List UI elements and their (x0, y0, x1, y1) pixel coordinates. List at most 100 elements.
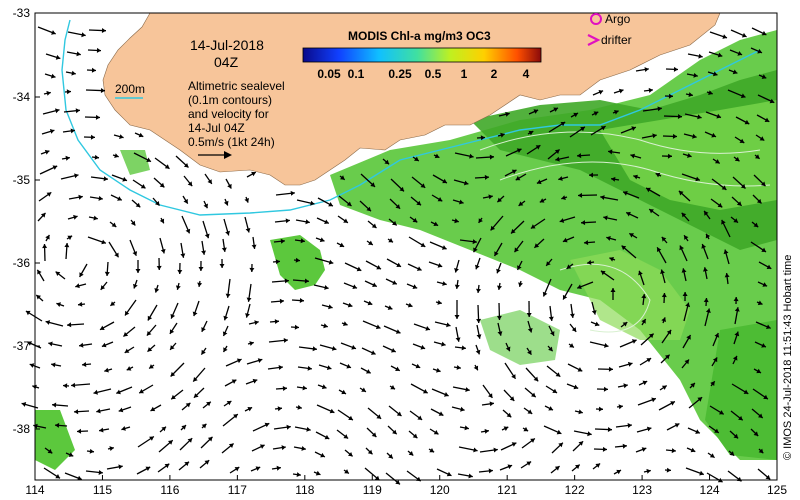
velocity-arrow-head (743, 389, 749, 394)
velocity-arrow-head (295, 257, 300, 263)
colorbar-tick-label: 1 (461, 67, 468, 81)
velocity-arrow-head (668, 93, 673, 99)
velocity-arrow-head (286, 424, 291, 430)
velocity-arrow-head (555, 372, 561, 377)
velocity-arrow-head (608, 149, 613, 155)
velocity-arrow-head (331, 346, 337, 351)
velocity-arrow-head (437, 300, 442, 305)
velocity-arrow-head (366, 206, 371, 212)
velocity-arrow-head (516, 148, 522, 153)
velocity-arrow-head (321, 384, 327, 390)
velocity-arrow-head (454, 218, 459, 224)
velocity-arrow-head (352, 284, 357, 289)
lon-tick-label: 119 (363, 483, 382, 497)
velocity-arrow-head (762, 282, 768, 287)
velocity-arrow-head (681, 268, 687, 273)
velocity-arrow-head (55, 422, 60, 428)
velocity-arrow-head (575, 464, 580, 470)
velocity-arrow-head (705, 308, 711, 313)
velocity-arrow-head (122, 176, 127, 182)
velocity-arrow-head (96, 47, 101, 53)
velocity-arrow-head (170, 313, 176, 319)
velocity-arrow-head (442, 178, 447, 184)
velocity-arrow-head (388, 453, 393, 459)
velocity-arrow-head (530, 438, 535, 443)
velocity-arrow-head (307, 365, 312, 371)
velocity-arrow-head (708, 90, 713, 95)
velocity-arrow-head (29, 363, 35, 368)
velocity-arrow-head (42, 244, 48, 249)
velocity-arrow-head (56, 302, 61, 307)
velocity-arrow-head (666, 329, 672, 335)
velocity-arrow-head (284, 278, 289, 284)
velocity-arrow-head (164, 463, 170, 469)
velocity-arrow-head (446, 471, 452, 477)
velocity-arrow-head (511, 374, 516, 379)
velocity-arrow-head (441, 341, 446, 347)
velocity-arrow-head (416, 200, 421, 206)
velocity-arrow-head (652, 133, 657, 139)
velocity-arrow-head (132, 251, 138, 256)
velocity-arrow-head (733, 297, 739, 302)
velocity-arrow-head (621, 245, 627, 251)
velocity-arrow-head (554, 466, 560, 471)
velocity-arrow-head (459, 199, 464, 205)
velocity-arrow-head (225, 293, 231, 298)
velocity-arrow-head (475, 349, 481, 355)
velocity-arrow-head (294, 324, 299, 330)
velocity-arrow-head (527, 350, 532, 355)
velocity-arrow-head (518, 282, 523, 287)
velocity-arrow-head (687, 153, 692, 158)
velocity-arrow-head (412, 217, 418, 223)
velocity-arrow-head (684, 359, 689, 365)
velocity-arrow-head (496, 315, 502, 320)
colorbar-tick-label: 0.05 (317, 67, 341, 81)
velocity-arrow-head (384, 159, 390, 165)
velocity-arrow-head (76, 51, 81, 57)
argo-label: Argo (605, 12, 631, 26)
velocity-arrow-head (348, 415, 353, 421)
velocity-arrow-head (371, 350, 376, 355)
velocity-arrow-head (606, 236, 611, 241)
velocity-arrow-head (514, 247, 519, 253)
velocity-arrow-head (444, 392, 449, 397)
velocity-arrow-head (679, 245, 684, 251)
colorbar-tick-label: 0.5 (425, 67, 442, 81)
velocity-arrow-head (509, 396, 515, 401)
velocity-arrow-head (530, 224, 536, 229)
velocity-arrow-head (723, 249, 729, 255)
velocity-arrow-head (594, 321, 600, 327)
velocity-arrow-head (145, 466, 151, 471)
velocity-arrow-head (716, 113, 721, 119)
lat-tick-label: -36 (13, 256, 31, 270)
velocity-arrow-head (45, 234, 50, 240)
velocity-arrow-head (223, 347, 228, 352)
velocity-arrow-head (766, 264, 772, 269)
velocity-arrow-head (667, 153, 672, 159)
velocity-arrow-head (488, 393, 493, 398)
velocity-arrow-head (319, 237, 325, 243)
velocity-arrow-head (756, 198, 762, 204)
velocity-arrow-head (412, 284, 418, 289)
velocity-arrow-head (101, 342, 107, 348)
drifter-label: drifter (601, 33, 632, 47)
velocity-arrow-head (391, 348, 396, 353)
velocity-arrow-head (65, 155, 70, 161)
lon-tick-label: 124 (700, 483, 720, 497)
velocity-arrow-head (733, 218, 738, 223)
velocity-arrow-head (27, 341, 32, 346)
velocity-arrow-head (641, 447, 647, 452)
velocity-arrow-head (101, 28, 106, 33)
velocity-arrow-head (68, 452, 74, 457)
velocity-arrow-head (473, 365, 479, 371)
velocity-arrow-head (600, 126, 606, 131)
velocity-arrow-head (55, 271, 61, 276)
velocity-arrow-head (724, 273, 730, 278)
velocity-arrow-head (175, 285, 181, 290)
lon-tick-label: 125 (767, 483, 787, 497)
velocity-arrow-head (302, 385, 307, 391)
velocity-arrow-head (154, 288, 160, 293)
velocity-arrow-head (473, 247, 478, 253)
velocity-arrow-head (713, 71, 718, 77)
colorbar-tick-label: 0.25 (388, 67, 412, 81)
